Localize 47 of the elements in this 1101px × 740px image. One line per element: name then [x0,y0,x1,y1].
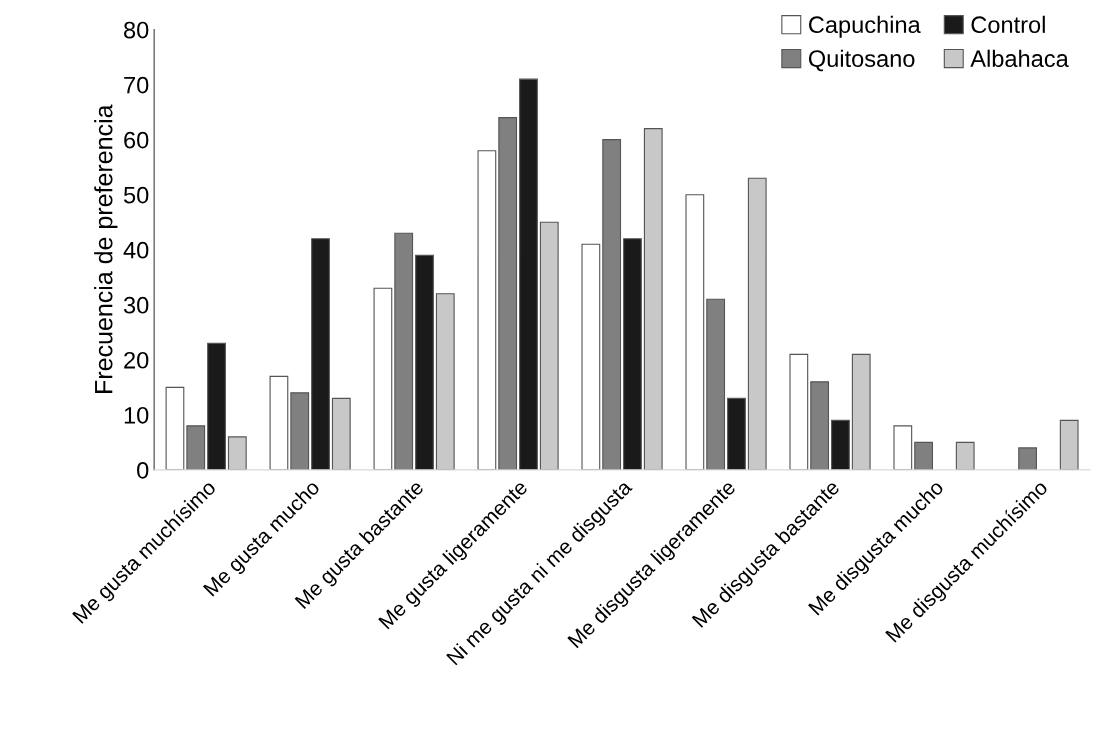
bar [477,150,497,470]
legend-label: Albahaca [970,49,1069,68]
bar [831,419,850,470]
bar [851,353,871,470]
bar [914,441,934,470]
bar [727,397,746,470]
y-tick-label: 40 [123,241,149,259]
bar [893,425,913,470]
bar [331,397,351,470]
y-tick-label: 30 [123,296,149,314]
bar [519,78,538,470]
bar [498,117,518,470]
bar [706,298,726,470]
bar [955,441,975,470]
bar [810,381,830,470]
bar [165,386,185,470]
bar [269,375,289,470]
y-tick-label: 20 [124,351,149,369]
y-tick-label: 50 [123,186,149,204]
bar [1059,419,1079,470]
y-tick-label: 10 [124,406,149,424]
bar [207,342,226,470]
legend-label: Control [971,15,1045,34]
bar [539,221,559,470]
y-tick-label: 60 [124,131,149,149]
y-tick-label: 70 [124,76,149,94]
legend-label: Capuchina [809,15,921,38]
bar [1018,447,1037,470]
bar [394,232,414,470]
bar [435,293,455,470]
bar [290,392,310,470]
y-tick-label: 0 [137,461,149,479]
bar [789,353,809,470]
bar [186,425,206,470]
y-axis-title: Frecuencia de preferencia [94,104,118,393]
bar [685,194,705,470]
bar [602,139,622,470]
bar [373,287,393,470]
bar [747,177,767,470]
bar [581,243,601,470]
y-tick-label: 80 [124,21,149,39]
bar [623,238,642,470]
bar [415,254,434,470]
bar [227,436,247,470]
bar [643,128,663,470]
legend-label: Quitosano [808,49,915,72]
bar [311,238,330,470]
